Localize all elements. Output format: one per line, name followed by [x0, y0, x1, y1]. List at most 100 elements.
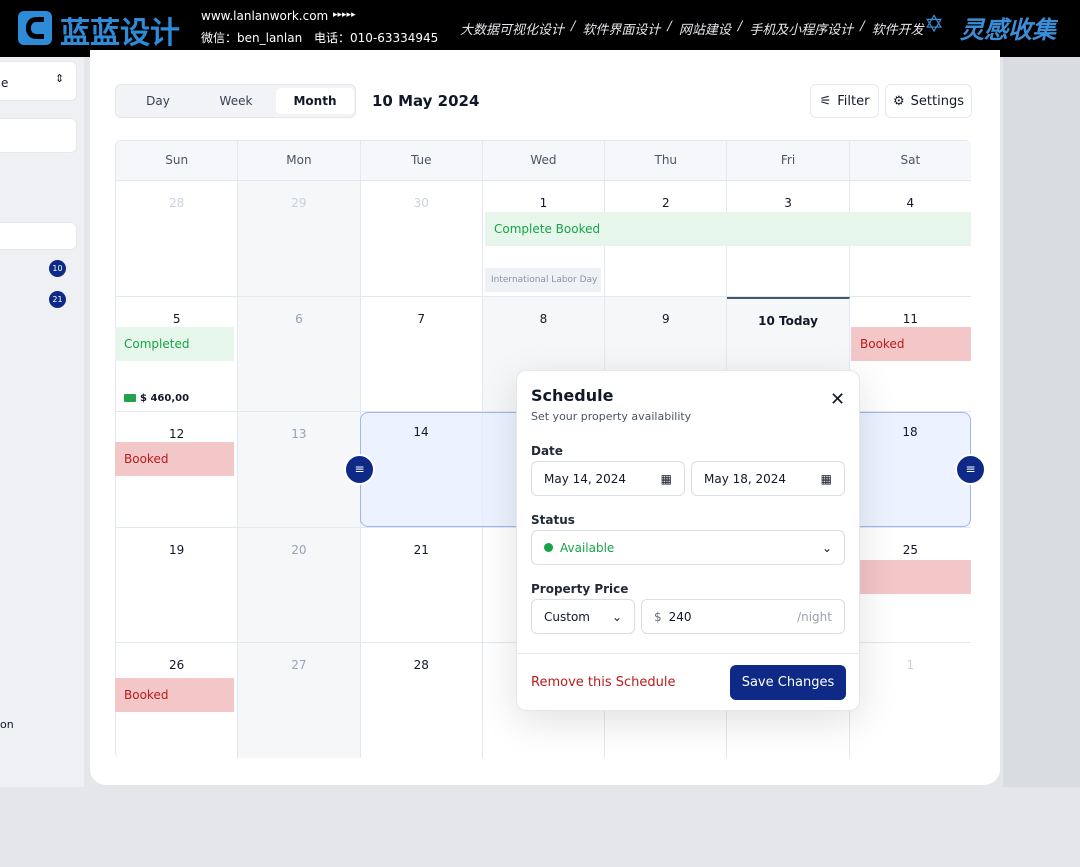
- day-cell[interactable]: 6: [238, 296, 361, 413]
- sidebar-text: on: [0, 718, 14, 731]
- service: 网站建设: [678, 23, 731, 38]
- day-cell[interactable]: 21: [360, 527, 483, 644]
- phone: 电话：010-63334945: [314, 31, 439, 45]
- weekday: Thu: [605, 141, 728, 181]
- close-button[interactable]: ✕: [830, 389, 846, 410]
- icon: ⚙: [893, 93, 905, 109]
- day-cell[interactable]: 30: [360, 181, 483, 297]
- dialog-title: Schedule: [531, 386, 614, 405]
- schedule-dialog: Schedule Set your property availability …: [516, 370, 860, 711]
- label: Status: [531, 513, 575, 527]
- drag-handle[interactable]: ≡: [344, 454, 375, 485]
- divider: [517, 653, 859, 654]
- input[interactable]: [0, 222, 77, 250]
- remove-button[interactable]: Remove this Schedule: [531, 675, 676, 690]
- day: 6: [295, 311, 303, 326]
- service: 软件界面设计: [582, 23, 661, 38]
- badge: 21: [49, 291, 66, 308]
- end-date[interactable]: May 18, 2024 ▦: [691, 461, 845, 496]
- save-button[interactable]: Save Changes: [730, 665, 846, 700]
- service: 手机及小程序设计: [749, 23, 854, 38]
- day: 12: [169, 427, 185, 442]
- weekday: Sat: [849, 141, 971, 181]
- day: 3: [784, 196, 792, 210]
- right-panel: [1003, 57, 1080, 787]
- text: May 14, 2024: [544, 471, 627, 486]
- price-input[interactable]: $240/night: [641, 599, 845, 634]
- event[interactable]: Booked: [115, 678, 234, 712]
- logo-icon: [18, 11, 52, 45]
- day: 13: [291, 427, 307, 442]
- day: 26: [169, 658, 185, 673]
- day: 1: [539, 196, 548, 210]
- price: 240: [668, 609, 692, 624]
- chevron: ⌄: [821, 540, 832, 555]
- day: 18: [902, 425, 918, 439]
- price-mode[interactable]: Custom ⌄: [531, 599, 635, 634]
- current-date: 10 May 2024: [372, 92, 480, 110]
- input[interactable]: [0, 118, 77, 153]
- day: 2: [661, 196, 670, 210]
- currency: $: [654, 609, 662, 624]
- view-tab[interactable]: Month: [276, 88, 354, 114]
- day-cell[interactable]: 29: [238, 181, 361, 297]
- event[interactable]: Booked: [851, 327, 971, 361]
- status-select[interactable]: Available ⌄: [531, 530, 845, 565]
- event[interactable]: [860, 560, 971, 594]
- amount: $ 460,00: [140, 393, 190, 404]
- separator: /: [667, 19, 672, 34]
- label: Date: [531, 444, 563, 458]
- text: Custom: [544, 609, 590, 624]
- day: 10 Today: [758, 313, 818, 328]
- separator: /: [737, 19, 743, 34]
- day-cell[interactable]: 20: [238, 527, 361, 644]
- filter-button[interactable]: ⚟ Filter: [810, 84, 879, 118]
- day-cell[interactable]: 19: [116, 527, 239, 644]
- day-cell[interactable]: 13: [238, 412, 361, 528]
- day: 28: [169, 196, 185, 210]
- view-tab[interactable]: Week: [219, 94, 253, 108]
- weekday: Wed: [482, 141, 606, 181]
- select-text: e: [1, 76, 9, 90]
- day: 14: [413, 425, 429, 439]
- dot: [544, 543, 553, 552]
- day-cell[interactable]: 28: [116, 181, 239, 297]
- banner: 蓝蓝设计 www.lanlanwork.com ▸▸▸▸▸ 微信：ben_lan…: [0, 0, 1080, 57]
- day-cell[interactable]: 27: [238, 643, 361, 758]
- weekday: Fri: [727, 141, 850, 181]
- select[interactable]: e ⇕: [0, 61, 77, 101]
- separator: /: [860, 19, 865, 34]
- start-date[interactable]: May 14, 2024 ▦: [531, 461, 685, 496]
- sidebar: e ⇕ 10 21 on: [0, 57, 84, 787]
- view-tab[interactable]: Day: [146, 94, 170, 108]
- day: 7: [417, 311, 426, 326]
- day-cell[interactable]: 1: [849, 643, 971, 758]
- brand: 灵感收集: [960, 15, 1056, 44]
- brand-icon: ✡: [924, 10, 945, 38]
- event[interactable]: Completed: [115, 327, 234, 361]
- drag-handle[interactable]: ≡: [955, 454, 986, 485]
- badge: 10: [49, 260, 66, 277]
- service: 软件开发: [871, 23, 924, 38]
- day-cell[interactable]: 28: [360, 643, 483, 758]
- icon: ▦: [820, 471, 832, 486]
- icon: ▦: [660, 471, 672, 486]
- day: 25: [902, 542, 918, 557]
- logo-mark: [26, 17, 44, 39]
- weekday: Sun: [116, 141, 239, 181]
- text: May 18, 2024: [704, 471, 787, 486]
- event[interactable]: Booked: [115, 442, 234, 476]
- money-icon: [124, 394, 136, 402]
- day: 8: [539, 311, 548, 326]
- settings-button[interactable]: ⚙ Settings: [885, 84, 972, 118]
- service: 大数据可视化设计: [460, 23, 565, 38]
- label: Filter: [837, 93, 870, 109]
- day: 27: [291, 658, 307, 673]
- day-cell[interactable]: 7: [360, 296, 483, 413]
- arrows: ▸▸▸▸▸: [333, 10, 356, 20]
- day: 5: [172, 311, 181, 326]
- day: 9: [661, 311, 670, 326]
- event[interactable]: Complete Booked: [485, 212, 971, 246]
- day: 21: [413, 542, 429, 557]
- day: 1: [906, 658, 915, 673]
